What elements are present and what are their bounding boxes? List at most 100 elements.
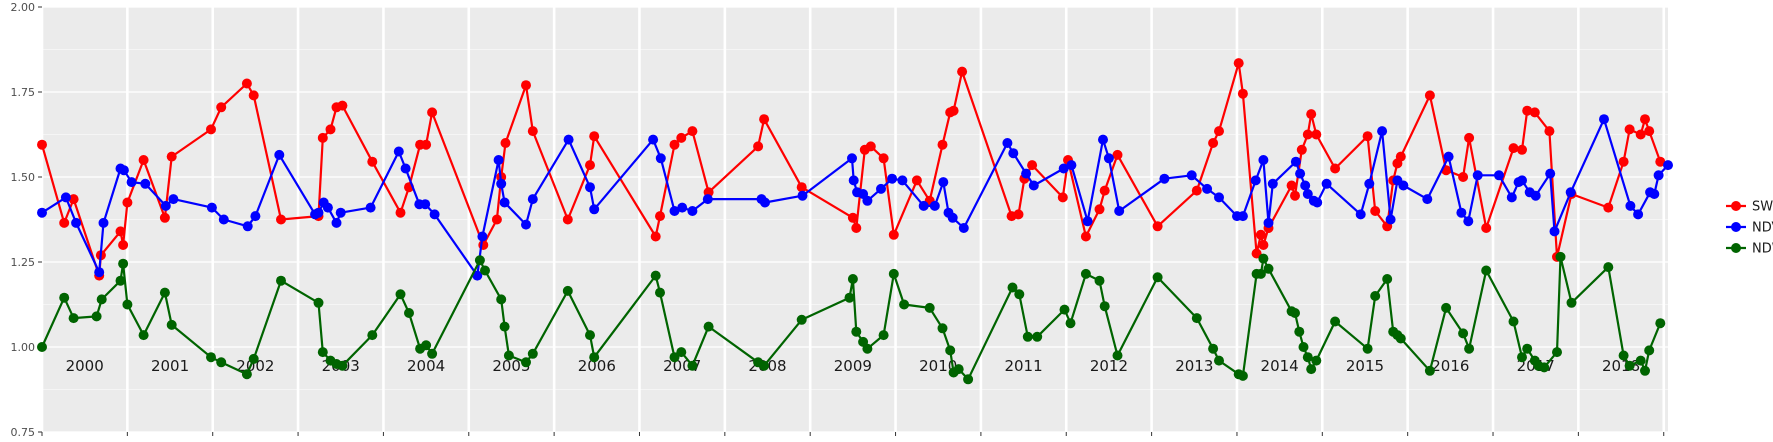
data-point-swir: [957, 66, 968, 77]
data-point-ndwi: [118, 258, 129, 269]
data-point-ndwi: [562, 285, 573, 296]
data-point-ndwi: [1311, 355, 1322, 366]
data-point-ndvi: [1263, 217, 1274, 228]
data-point-ndvi: [958, 223, 969, 233]
data-point-swir: [1624, 124, 1635, 135]
data-point-ndvi: [1377, 126, 1388, 137]
data-point-swir: [337, 100, 348, 111]
data-point-swir: [585, 160, 595, 171]
data-point-ndwi: [1290, 308, 1300, 318]
data-point-ndwi: [585, 330, 595, 341]
data-point-ndvi: [1355, 209, 1366, 220]
data-point-swir: [1296, 144, 1307, 155]
year-label: 2005: [492, 357, 530, 375]
data-point-swir: [1635, 129, 1646, 140]
data-point-ndvi: [493, 155, 504, 165]
data-point-ndvi: [897, 175, 908, 186]
data-point-ndvi: [1398, 180, 1409, 191]
data-point-swir: [1395, 151, 1406, 162]
data-point-ndvi: [1625, 200, 1636, 211]
data-point-ndvi: [1494, 170, 1504, 181]
data-point-swir: [655, 211, 665, 222]
data-point-ndvi: [1530, 190, 1541, 201]
data-point-swir: [1640, 114, 1650, 125]
data-point-swir: [1603, 202, 1614, 213]
legend: SWIR NDVI NDWI: [1726, 200, 1773, 257]
data-point-swir: [122, 197, 133, 208]
data-point-ndvi: [527, 194, 538, 205]
data-point-ndwi: [1258, 253, 1269, 264]
data-point-ndvi: [393, 146, 404, 157]
data-point-ndvi: [648, 134, 659, 145]
data-point-swir: [115, 226, 126, 237]
data-point-ndwi: [703, 321, 714, 332]
data-point-ndvi: [1443, 151, 1454, 162]
data-point-swir: [1517, 144, 1527, 155]
year-label: 2012: [1090, 357, 1128, 375]
data-point-ndvi: [563, 134, 574, 145]
data-point-ndvi: [1098, 134, 1108, 145]
data-point-ndvi: [669, 206, 680, 216]
data-point-ndwi: [669, 352, 680, 363]
data-point-ndwi: [1370, 291, 1381, 301]
data-point-swir: [138, 155, 149, 165]
data-point-ndvi: [1250, 175, 1261, 186]
data-point-ndwi: [1635, 355, 1646, 366]
data-point-ndwi: [96, 294, 107, 305]
data-point-swir: [1618, 156, 1629, 167]
data-point-ndvi: [168, 194, 179, 205]
data-point-ndvi: [322, 202, 333, 213]
data-point-ndvi: [918, 200, 929, 211]
data-point-ndwi: [1263, 263, 1274, 274]
data-point-ndwi: [1424, 365, 1435, 376]
data-point-ndvi: [1302, 189, 1313, 199]
data-point-ndwi: [1065, 318, 1076, 329]
data-point-ndwi: [166, 319, 177, 330]
data-point-ndwi: [1214, 355, 1224, 366]
data-point-ndwi: [851, 326, 862, 337]
data-point-ndwi: [1152, 272, 1163, 283]
data-point-ndvi: [1364, 178, 1375, 189]
data-point-swir: [1306, 109, 1317, 120]
data-point-ndwi: [1112, 350, 1123, 361]
data-point-ndwi: [1032, 331, 1043, 342]
data-point-ndvi: [847, 153, 857, 164]
data-point-swir: [1057, 192, 1068, 203]
y-axis: 0.75 1.00 1.25 1.50 1.75 2.00: [11, 1, 42, 439]
data-point-swir: [1080, 231, 1091, 242]
data-point-swir: [1302, 129, 1313, 140]
data-point-swir: [1027, 160, 1038, 171]
data-point-ndvi: [938, 177, 949, 188]
data-point-ndvi: [1517, 175, 1527, 186]
data-point-ndvi: [1463, 216, 1474, 227]
data-point-ndwi: [1603, 262, 1614, 273]
data-point-ndwi: [1191, 313, 1202, 324]
data-point-ndvi: [400, 163, 411, 174]
data-point-ndwi: [1624, 360, 1635, 371]
data-point-ndwi: [945, 345, 956, 356]
data-point-ndvi: [1202, 183, 1213, 194]
data-point-swir: [68, 194, 79, 205]
data-point-ndvi: [1599, 114, 1609, 125]
data-point-ndvi: [160, 200, 171, 211]
data-point-ndvi: [862, 195, 873, 206]
data-point-swir: [1424, 90, 1435, 101]
data-point-ndvi: [1066, 160, 1077, 171]
data-point-ndvi: [1114, 206, 1125, 216]
data-point-ndvi: [1058, 163, 1069, 174]
vertical-gridlines: [40, 7, 1666, 432]
data-point-ndwi: [1080, 268, 1091, 279]
data-point-ndwi: [655, 287, 665, 298]
data-point-swir: [241, 78, 252, 89]
data-point-ndwi: [1517, 352, 1527, 363]
data-point-ndwi: [313, 297, 324, 308]
data-point-ndvi: [60, 192, 71, 203]
x-axis: [41, 432, 1665, 436]
data-point-ndvi: [335, 207, 346, 218]
data-point-ndvi: [496, 178, 507, 189]
data-point-ndvi: [1028, 180, 1039, 191]
data-point-ndvi: [1214, 192, 1224, 203]
data-point-ndwi: [796, 314, 807, 325]
y-tick-label: 1.50: [11, 171, 36, 184]
legend-label-swir: SWIR: [1752, 200, 1773, 215]
